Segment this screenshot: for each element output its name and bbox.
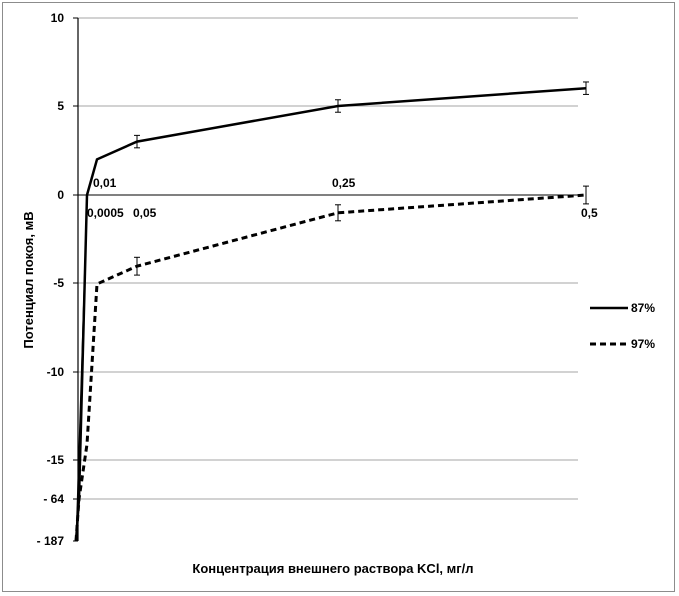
gridlines — [78, 17, 578, 500]
error-bar — [583, 81, 589, 95]
x-data-label: 0,25 — [332, 176, 356, 190]
y-tick-label: -15 — [47, 453, 65, 467]
y-tick-label: 5 — [57, 99, 64, 113]
lead-in-line — [75, 194, 88, 542]
series-line-87pct — [74, 86, 587, 542]
y-tick-labels: 10 5 0 -5 -10 -15 - 64 - 187 — [37, 11, 65, 548]
x-data-label: 0,05 — [133, 206, 157, 220]
y-tick-label: 10 — [51, 11, 65, 25]
y-tick-label: 0 — [57, 188, 64, 202]
y-axis-title: Потенциал покоя, мВ — [21, 211, 36, 348]
x-data-label: 0,5 — [581, 206, 598, 220]
error-bars — [134, 81, 589, 276]
error-bar — [583, 185, 589, 205]
y-tick-label: -5 — [53, 276, 64, 290]
x-axis-title: Концентрация внешнего раствора KCl, мг/л — [192, 561, 473, 576]
x-data-label: 0,0005 — [87, 206, 124, 220]
x-data-labels: 0,01 0,0005 0,05 0,25 0,5 — [87, 176, 598, 220]
error-bar — [134, 134, 140, 149]
error-bar — [335, 99, 341, 113]
legend: 87% 97% — [590, 301, 655, 351]
error-bar — [335, 204, 341, 222]
y-tick-label: -10 — [47, 365, 65, 379]
y-tick-label: - 64 — [43, 492, 64, 506]
error-bar — [134, 256, 140, 276]
y-tick-label: - 187 — [37, 534, 65, 548]
x-data-label: 0,01 — [93, 176, 117, 190]
axes — [73, 17, 578, 542]
series-lines — [74, 86, 587, 542]
series-line-97pct — [74, 193, 587, 542]
legend-label-97: 97% — [631, 337, 655, 351]
legend-label-87: 87% — [631, 301, 655, 315]
